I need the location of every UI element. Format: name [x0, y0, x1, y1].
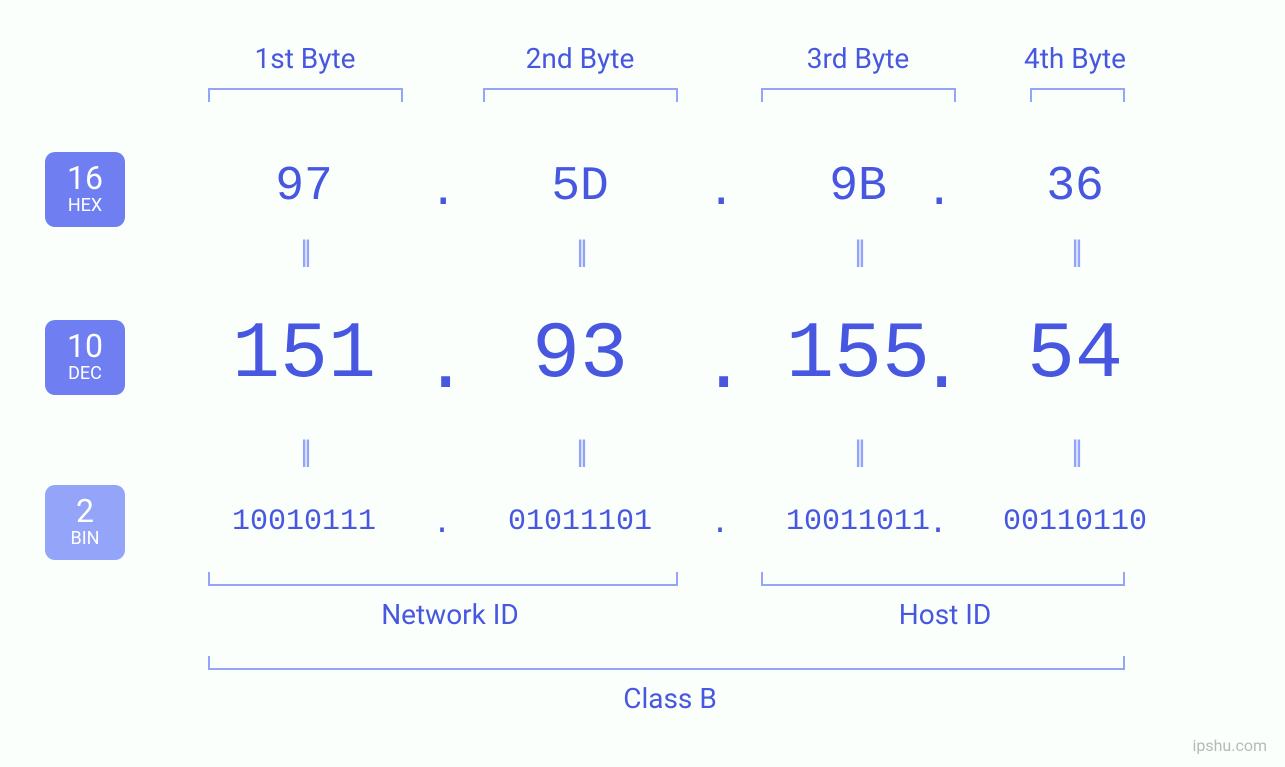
bin-byte-4: 00110110	[975, 505, 1175, 539]
hex-dot-2: .	[708, 164, 732, 215]
watermark: ipshu.com	[1192, 736, 1267, 755]
badge-bin: 2 BIN	[45, 485, 125, 560]
dec-byte-1: 151	[204, 310, 404, 401]
bracket-network-id	[208, 572, 678, 586]
badge-bin-num: 2	[76, 495, 94, 527]
dec-dot-3: .	[920, 320, 956, 404]
bracket-host-id	[761, 572, 1125, 586]
top-bracket-2	[483, 88, 678, 102]
hex-byte-4: 36	[1025, 160, 1125, 214]
bin-byte-1: 10010111	[204, 505, 404, 539]
hex-dot-1: .	[430, 164, 454, 215]
top-bracket-1	[208, 88, 403, 102]
label-host-id: Host ID	[855, 598, 1035, 631]
byte-header-4: 4th Byte	[1015, 42, 1135, 75]
eq-hex-dec-4: ||	[1063, 235, 1087, 269]
top-bracket-3	[761, 88, 956, 102]
badge-dec: 10 DEC	[45, 320, 125, 395]
label-class: Class B	[590, 682, 750, 715]
badge-dec-num: 10	[67, 330, 103, 362]
ip-diagram: 1st Byte 2nd Byte 3rd Byte 4th Byte 16 H…	[0, 0, 1285, 767]
eq-dec-bin-2: ||	[568, 435, 592, 469]
hex-byte-1: 97	[254, 160, 354, 214]
dec-byte-2: 93	[480, 310, 680, 401]
bin-dot-3: .	[926, 505, 950, 540]
bracket-class	[208, 656, 1125, 670]
badge-hex-txt: HEX	[68, 194, 102, 217]
dec-byte-4: 54	[975, 310, 1175, 401]
label-network-id: Network ID	[360, 598, 540, 631]
hex-byte-3: 9B	[808, 160, 908, 214]
hex-byte-2: 5D	[530, 160, 630, 214]
eq-hex-dec-3: ||	[846, 235, 870, 269]
byte-header-2: 2nd Byte	[520, 42, 640, 75]
badge-hex: 16 HEX	[45, 152, 125, 227]
bin-dot-1: .	[430, 505, 454, 540]
dec-dot-2: .	[702, 320, 738, 404]
hex-dot-3: .	[926, 164, 950, 215]
badge-hex-num: 16	[67, 162, 103, 194]
bin-dot-2: .	[708, 505, 732, 540]
top-bracket-4	[1030, 88, 1125, 102]
bin-byte-2: 01011101	[480, 505, 680, 539]
byte-header-1: 1st Byte	[245, 42, 365, 75]
eq-hex-dec-2: ||	[568, 235, 592, 269]
badge-dec-txt: DEC	[68, 362, 102, 385]
byte-header-3: 3rd Byte	[798, 42, 918, 75]
eq-dec-bin-3: ||	[846, 435, 870, 469]
dec-dot-1: .	[424, 320, 460, 404]
eq-dec-bin-4: ||	[1063, 435, 1087, 469]
badge-bin-txt: BIN	[71, 527, 100, 550]
eq-dec-bin-1: ||	[292, 435, 316, 469]
eq-hex-dec-1: ||	[292, 235, 316, 269]
